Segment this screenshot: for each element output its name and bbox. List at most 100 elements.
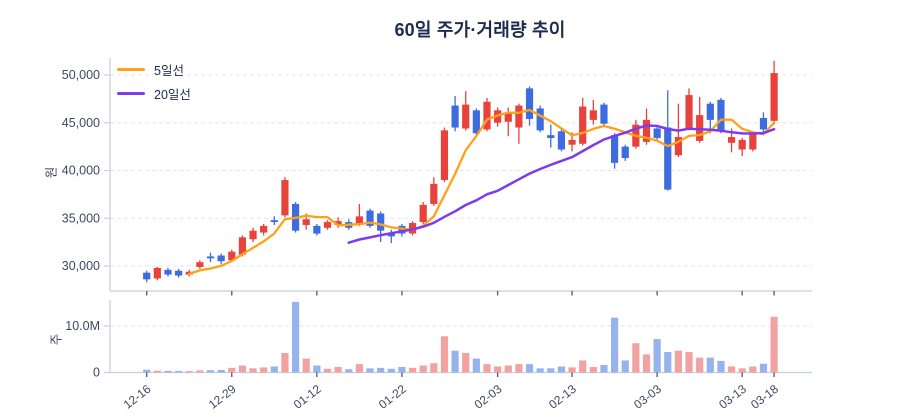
volume-bar (610, 317, 619, 373)
volume-bar (313, 365, 321, 373)
volume-bar (175, 370, 183, 373)
candle-body (164, 269, 172, 275)
candle-body (717, 99, 725, 132)
volume-bar (494, 366, 502, 373)
candle-body (313, 225, 321, 234)
candle-body (706, 103, 714, 120)
volume-bar (674, 350, 682, 373)
volume-bar (664, 352, 672, 373)
volume-bar (345, 369, 353, 373)
volume-tick-label: 10.0M (65, 319, 100, 333)
volume-bar (685, 352, 693, 373)
candle-body (270, 220, 278, 223)
volume-bar (164, 370, 172, 373)
legend-item-ma5[interactable]: 5일선 (117, 57, 191, 81)
candle-body (600, 104, 608, 124)
volume-bar (642, 354, 651, 373)
candle-body (323, 222, 332, 228)
ma20-line (347, 124, 776, 244)
candle-body (249, 230, 257, 240)
candle-body (759, 117, 768, 130)
price-tick-label: 30,000 (62, 259, 100, 273)
candle-body (377, 213, 385, 231)
candle-body (674, 137, 682, 156)
volume-bar (430, 363, 438, 373)
ma20-legend-label: 20일선 (154, 87, 191, 102)
volume-bar (355, 364, 363, 373)
candle-body (738, 139, 746, 150)
candle-body (525, 88, 534, 119)
volume-bar (706, 357, 714, 373)
volume-bar (536, 368, 544, 373)
volume-bar (440, 336, 449, 373)
candle-body (366, 210, 374, 226)
candle-body (175, 270, 183, 276)
date-tick-label: 02-13 (546, 382, 579, 412)
price-tick-label: 40,000 (62, 164, 100, 178)
candle-body (143, 272, 151, 280)
volume-bar (600, 365, 608, 373)
volume-bar (249, 368, 257, 373)
volume-bar (206, 370, 215, 373)
date-tick-label: 03-18 (748, 382, 781, 412)
volume-tick-label: 0 (93, 366, 100, 380)
volume-bar (749, 366, 757, 373)
candle-body (664, 127, 672, 190)
volume-axis-unit-label: 주 (49, 333, 64, 346)
candle-body (685, 95, 693, 129)
date-tick-label: 03-03 (631, 382, 664, 412)
volume-bar (228, 367, 236, 373)
candle-body (228, 251, 236, 261)
volume-bar (621, 360, 629, 373)
candle-body (579, 106, 587, 144)
candle-body (504, 113, 512, 122)
candle-body (621, 146, 629, 159)
volume-bar (557, 366, 566, 373)
candle-body (557, 131, 566, 150)
volume-bar (270, 366, 278, 373)
volume-bar (653, 339, 661, 373)
date-tick-label: 12-16 (121, 382, 154, 412)
volume-bar (143, 369, 151, 373)
candle-body (153, 267, 161, 279)
volume-bar (472, 358, 480, 373)
candle-body (196, 262, 204, 267)
volume-bar (525, 364, 534, 373)
volume-bar (759, 363, 768, 373)
volume-bar (547, 368, 555, 373)
volume-bar (632, 343, 640, 373)
volume-bar (462, 352, 470, 373)
candle-body (355, 216, 363, 224)
candle-body (515, 105, 523, 128)
candle-body (281, 180, 289, 216)
volume-bar (238, 365, 247, 373)
candle-body (610, 135, 619, 163)
candle-body (536, 108, 544, 131)
date-tick-label: 02-03 (472, 382, 505, 412)
candle-body (770, 73, 778, 121)
volume-bar (727, 366, 736, 373)
candle-body (430, 183, 438, 204)
candle-body (440, 130, 449, 181)
ma5-line-swatch (117, 67, 145, 71)
price-tick-label: 35,000 (62, 211, 100, 225)
candle-body (472, 110, 480, 134)
candle-body (451, 105, 459, 128)
grid-lines (110, 74, 812, 327)
volume-bar (717, 360, 725, 373)
candle-body (462, 104, 470, 129)
date-tick-label: 01-12 (291, 382, 324, 412)
volume-bar (579, 360, 587, 373)
date-tick-label: 03-13 (716, 382, 749, 412)
volume-bar (291, 301, 300, 373)
candle-body (727, 137, 736, 143)
candle-body (483, 101, 491, 130)
volume-bar (153, 370, 161, 373)
legend-item-ma20[interactable]: 20일선 (117, 81, 191, 105)
candle-body (642, 119, 651, 142)
candle-body (302, 219, 310, 225)
price-tick-label: 50,000 (62, 68, 100, 82)
candle-body (419, 204, 427, 223)
volume-bar (504, 365, 512, 373)
